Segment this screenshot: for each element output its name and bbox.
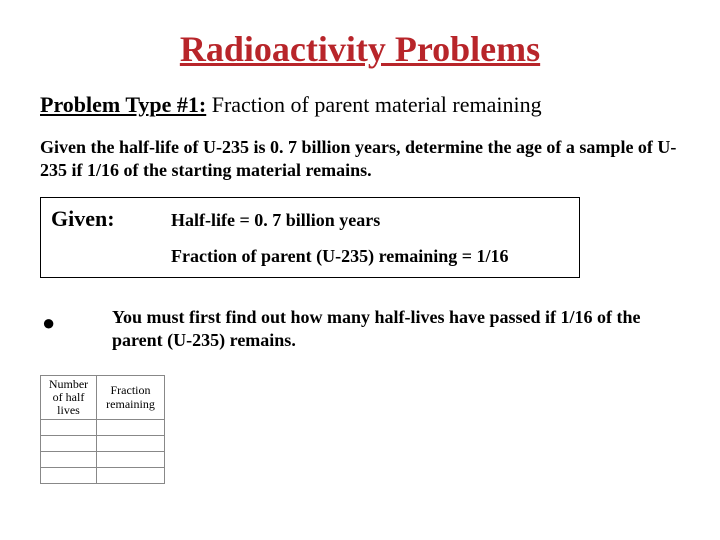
table-row bbox=[41, 420, 165, 436]
given-box: Given: Half-life = 0. 7 billion years Fr… bbox=[40, 197, 580, 278]
table-body bbox=[41, 420, 165, 484]
table-row bbox=[41, 436, 165, 452]
hint-text: You must first find out how many half-li… bbox=[112, 306, 680, 353]
table-row bbox=[41, 468, 165, 484]
given-label: Given: bbox=[51, 206, 171, 232]
given-row: Given: Half-life = 0. 7 billion years bbox=[51, 206, 569, 232]
given-fraction: Fraction of parent (U-235) remaining = 1… bbox=[171, 246, 569, 267]
problem-type-label: Problem Type #1: bbox=[40, 92, 206, 117]
table-row bbox=[41, 452, 165, 468]
halflife-table: Number of half lives Fraction remaining bbox=[40, 375, 165, 485]
hint-row: ● You must first find out how many half-… bbox=[40, 306, 680, 353]
table-header-row: Number of half lives Fraction remaining bbox=[41, 375, 165, 420]
problem-statement: Given the half-life of U-235 is 0. 7 bil… bbox=[40, 136, 680, 181]
col-header-fraction: Fraction remaining bbox=[97, 375, 165, 420]
problem-type-line: Problem Type #1: Fraction of parent mate… bbox=[40, 92, 680, 118]
given-half-life: Half-life = 0. 7 billion years bbox=[171, 210, 380, 231]
bullet-icon: ● bbox=[42, 306, 112, 334]
problem-type-text: Fraction of parent material remaining bbox=[206, 92, 541, 117]
slide-title: Radioactivity Problems bbox=[40, 28, 680, 70]
col-header-halflives: Number of half lives bbox=[41, 375, 97, 420]
slide: Radioactivity Problems Problem Type #1: … bbox=[0, 0, 720, 540]
